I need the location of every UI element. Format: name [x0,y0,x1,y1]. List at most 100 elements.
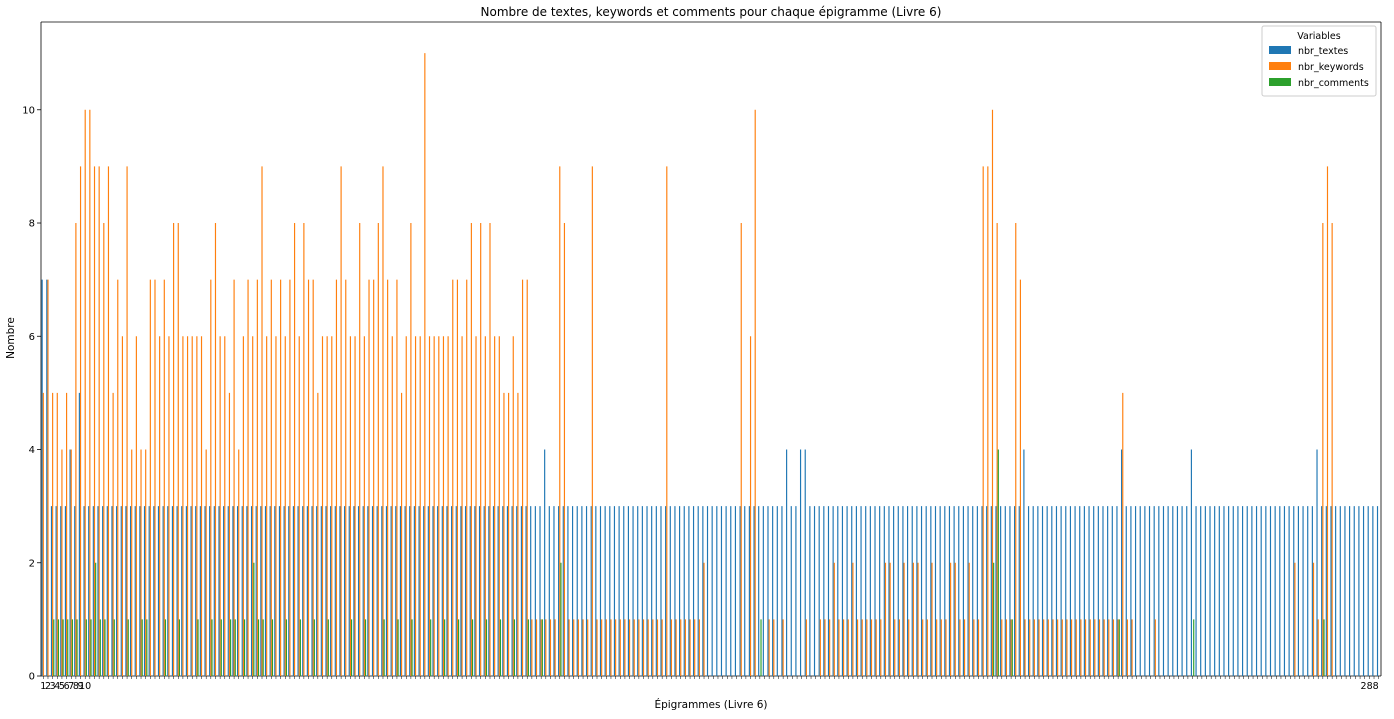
bar-nbr_textes-149 [730,506,732,676]
bar-nbr_keywords-157 [768,619,770,676]
bar-nbr_comments-42 [234,619,236,676]
bar-nbr_comments-155 [760,619,762,676]
bar-nbr_textes-194 [939,506,941,676]
bar-nbr_textes-148 [725,506,727,676]
bar-nbr_keywords-134 [661,619,663,676]
bar-nbr_textes-175 [851,506,853,676]
bar-nbr_textes-135 [665,506,667,676]
bar-nbr_textes-210 [1014,506,1016,676]
bar-nbr_textes-270 [1293,506,1295,676]
bar-nbr_keywords-73 [377,223,379,676]
bar-nbr_keywords-189 [917,562,919,676]
x-tick-label: 3 [50,681,56,692]
bar-nbr_textes-184 [893,506,895,676]
bar-nbr_keywords-158 [773,619,775,676]
bar-nbr_textes-90 [455,506,457,676]
bar-nbr_keywords-2 [47,279,49,676]
legend-swatch-nbr_comments [1269,78,1291,86]
bar-nbr_keywords-94 [475,336,477,676]
bar-nbr_keywords-64 [335,279,338,676]
bar-nbr_comments-80 [411,619,413,676]
bar-nbr_keywords-52 [280,279,282,676]
bar-nbr_textes-171 [832,506,834,676]
bar-nbr_textes-96 [483,506,485,676]
bar-nbr_textes-199 [962,506,964,676]
bar-nbr_comments-74 [383,619,385,676]
bar-nbr_textes-133 [655,506,657,676]
bar-nbr_textes-267 [1279,506,1281,676]
bar-nbr_textes-259 [1242,506,1244,676]
bar-nbr_keywords-125 [619,619,621,676]
bar-nbr_textes-198 [958,506,960,676]
bar-nbr_textes-89 [451,506,453,676]
legend-label-nbr_comments: nbr_comments [1298,78,1369,89]
bar-nbr_comments-4 [57,619,60,676]
bar-nbr_textes-223 [1074,506,1076,676]
bar-nbr_keywords-231 [1112,619,1115,676]
bar-nbr_keywords-138 [680,619,682,676]
bar-nbr_comments-47 [257,619,260,676]
bar-nbr_keywords-90 [456,279,458,676]
bar-nbr_keywords-129 [638,619,640,676]
bar-nbr_textes-263 [1260,506,1262,676]
bar-nbr_textes-207 [1000,506,1002,676]
bar-nbr_keywords-58 [307,279,310,676]
bar-nbr_keywords-278 [1331,223,1333,676]
bar-nbr_keywords-98 [494,336,496,676]
bar-nbr_keywords-45 [247,279,249,676]
bar-nbr_comments-84 [430,619,432,676]
bar-nbr_textes-2 [46,279,48,676]
bar-nbr_textes-5 [60,506,62,676]
bar-nbr_textes-183 [888,506,890,676]
bar-nbr_keywords-186 [903,562,905,676]
bar-nbr_textes-146 [716,506,718,676]
bar-nbr_keywords-31 [182,336,184,676]
bar-nbr_keywords-118 [587,619,589,676]
bar-nbr_keywords-181 [880,619,882,676]
bar-nbr_textes-39 [218,506,220,676]
bar-nbr_textes-205 [990,506,992,676]
bar-nbr_comments-62 [327,619,329,676]
bar-nbr_textes-6 [64,506,67,676]
bar-nbr_textes-162 [790,506,792,676]
bar-nbr_keywords-226 [1089,619,1091,676]
x-tick-label: 1 [40,681,46,692]
bar-nbr_keywords-214 [1033,619,1035,676]
bar-nbr_textes-245 [1176,506,1179,676]
bar-nbr_comments-6 [67,619,69,676]
bar-nbr_textes-43 [237,506,239,676]
bar-nbr_textes-27 [162,506,164,676]
bar-nbr_textes-147 [720,506,723,676]
bar-nbr_textes-222 [1069,506,1072,676]
bar-nbr_textes-260 [1246,506,1248,676]
bar-nbr_textes-236 [1134,506,1137,676]
bar-nbr_textes-23 [143,506,146,676]
bar-nbr_textes-19 [125,506,127,676]
bar-nbr_keywords-6 [66,392,68,676]
bar-nbr_keywords-56 [298,336,300,676]
bar-nbr_textes-64 [334,506,336,676]
bar-nbr_textes-7 [69,449,71,676]
bar-nbr_keywords-168 [819,619,821,676]
bar-nbr_textes-72 [371,506,374,676]
bar-nbr_keywords-21 [135,336,137,676]
bar-nbr_textes-274 [1311,506,1313,676]
y-tick-label: 8 [29,219,35,230]
bar-nbr_textes-244 [1172,506,1174,676]
bar-nbr_textes-26 [157,506,160,676]
bar-nbr_keywords-151 [740,223,742,676]
bar-nbr_keywords-213 [1029,619,1031,676]
bar-nbr_keywords-63 [331,336,333,676]
bar-nbr_comments-44 [243,619,246,676]
bar-nbr_textes-119 [590,506,592,676]
bar-nbr_textes-145 [711,506,713,676]
bar-nbr_textes-124 [613,506,616,676]
bar-nbr_textes-285 [1362,506,1365,676]
bar-nbr_keywords-9 [79,166,82,676]
bar-nbr_keywords-139 [684,619,686,676]
bar-nbr_textes-283 [1353,506,1355,676]
bar-nbr_keywords-115 [573,619,575,676]
bar-nbr_keywords-65 [340,166,342,676]
bar-nbr_keywords-141 [694,619,696,676]
bar-nbr_keywords-154 [754,109,756,676]
